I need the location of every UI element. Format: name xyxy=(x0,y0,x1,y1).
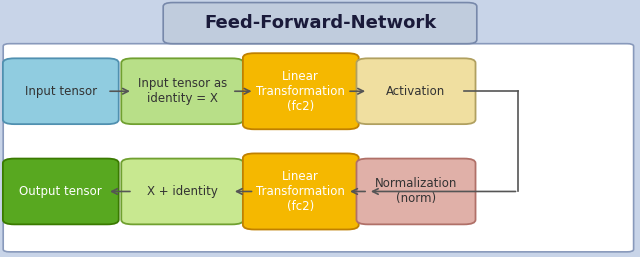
FancyBboxPatch shape xyxy=(356,58,476,124)
Text: Feed-Forward-Network: Feed-Forward-Network xyxy=(204,14,436,32)
FancyBboxPatch shape xyxy=(243,153,359,230)
FancyBboxPatch shape xyxy=(3,159,119,224)
FancyBboxPatch shape xyxy=(163,3,477,44)
Text: Input tensor: Input tensor xyxy=(25,85,97,98)
FancyBboxPatch shape xyxy=(122,58,243,124)
Text: X + identity: X + identity xyxy=(147,185,218,198)
Text: Linear
Transformation
(fc2): Linear Transformation (fc2) xyxy=(257,70,345,113)
Text: Linear
Transformation
(fc2): Linear Transformation (fc2) xyxy=(257,170,345,213)
FancyBboxPatch shape xyxy=(243,53,359,129)
Text: Input tensor as
identity = X: Input tensor as identity = X xyxy=(138,77,227,105)
Text: Normalization
(norm): Normalization (norm) xyxy=(375,178,457,205)
Text: Activation: Activation xyxy=(387,85,445,98)
FancyBboxPatch shape xyxy=(356,159,476,224)
FancyBboxPatch shape xyxy=(3,44,634,252)
FancyBboxPatch shape xyxy=(122,159,243,224)
FancyBboxPatch shape xyxy=(3,58,119,124)
Text: Output tensor: Output tensor xyxy=(19,185,102,198)
